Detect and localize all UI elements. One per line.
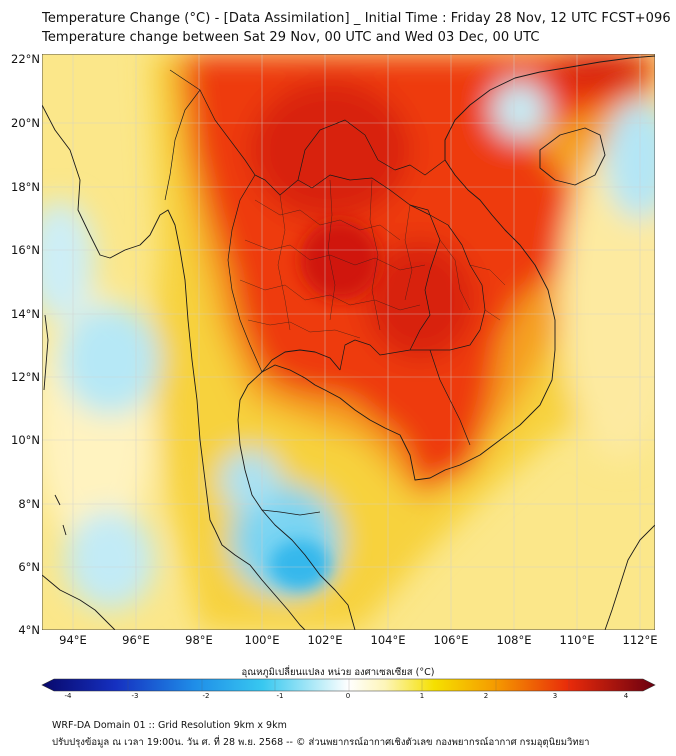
lon-label: 110°E	[559, 633, 595, 647]
colorbar-tick: 1	[419, 692, 425, 700]
field-deep-cold-core	[270, 540, 330, 590]
colorbar-tick: -2	[202, 692, 210, 700]
coast-peninsula	[214, 529, 306, 630]
coastlines	[42, 55, 655, 630]
colorbar-tick: -4	[64, 692, 72, 700]
lat-label: 4°N	[18, 623, 40, 637]
colorbar-tick: 3	[552, 692, 558, 700]
colorbar	[41, 678, 656, 692]
field-cold-andaman	[60, 305, 160, 415]
lon-label: 96°E	[122, 633, 150, 647]
lat-label: 10°N	[11, 433, 40, 447]
lon-label: 108°E	[496, 633, 532, 647]
field-pale-sea	[560, 140, 655, 460]
footer-credit: ปรับปรุงข้อมูล ณ เวลา 19:00น. วัน ศ. ที่…	[52, 737, 590, 748]
coast-andaman	[43, 314, 49, 391]
lat-label: 18°N	[11, 180, 40, 194]
chart-title: Temperature Change (°C) - [Data Assimila…	[42, 11, 671, 26]
colorbar-tick: 4	[623, 692, 629, 700]
field-cold-andaman-south	[65, 510, 155, 610]
coast-hainan	[539, 127, 606, 186]
lon-label: 104°E	[370, 633, 406, 647]
colorbar-tick: -1	[276, 692, 284, 700]
field-cold-gulf-tonkin	[492, 82, 548, 138]
coast-myanmar-west	[42, 104, 216, 531]
lon-label: 98°E	[185, 633, 213, 647]
field-hot-core	[300, 220, 380, 300]
lat-label: 14°N	[11, 307, 40, 321]
colorbar-title: อุณหภูมิเปลี่ยนแปลง หน่วย องศาเซลเซียส (…	[241, 667, 435, 678]
footer-model-info: WRF-DA Domain 01 :: Grid Resolution 9km …	[52, 720, 287, 731]
field-hot-spot	[250, 80, 410, 220]
lon-label: 112°E	[622, 633, 658, 647]
lat-label: 6°N	[18, 560, 40, 574]
lat-label: 22°N	[11, 52, 40, 66]
lon-label: 106°E	[433, 633, 469, 647]
field-hot-spot	[550, 54, 650, 90]
national-borders	[164, 69, 486, 516]
colorbar-ramp	[41, 678, 656, 692]
lon-label: 100°E	[244, 633, 280, 647]
field-cold-peninsula-tail	[220, 450, 280, 510]
temperature-change-map	[42, 54, 655, 630]
coast-nicobar	[54, 494, 67, 536]
coast-sumatra	[42, 574, 116, 630]
coast-borneo	[604, 524, 655, 630]
lat-label: 12°N	[11, 370, 40, 384]
colorbar-tick: 2	[483, 692, 489, 700]
coast-gulf-thailand	[261, 349, 341, 373]
lon-label: 94°E	[59, 633, 87, 647]
lat-label: 16°N	[11, 243, 40, 257]
coast-peninsula-east	[237, 55, 655, 630]
graticule	[42, 54, 655, 630]
colorbar-tick: -3	[131, 692, 139, 700]
lat-label: 20°N	[11, 116, 40, 130]
lat-label: 8°N	[18, 497, 40, 511]
field-cold-east	[605, 100, 655, 220]
field-cold-bay	[42, 200, 95, 320]
provincial-borders	[239, 179, 506, 339]
lon-label: 102°E	[307, 633, 343, 647]
field-hot-spot	[365, 240, 475, 360]
colorbar-tick: 0	[345, 692, 351, 700]
chart-subtitle: Temperature change between Sat 29 Nov, 0…	[42, 30, 540, 45]
